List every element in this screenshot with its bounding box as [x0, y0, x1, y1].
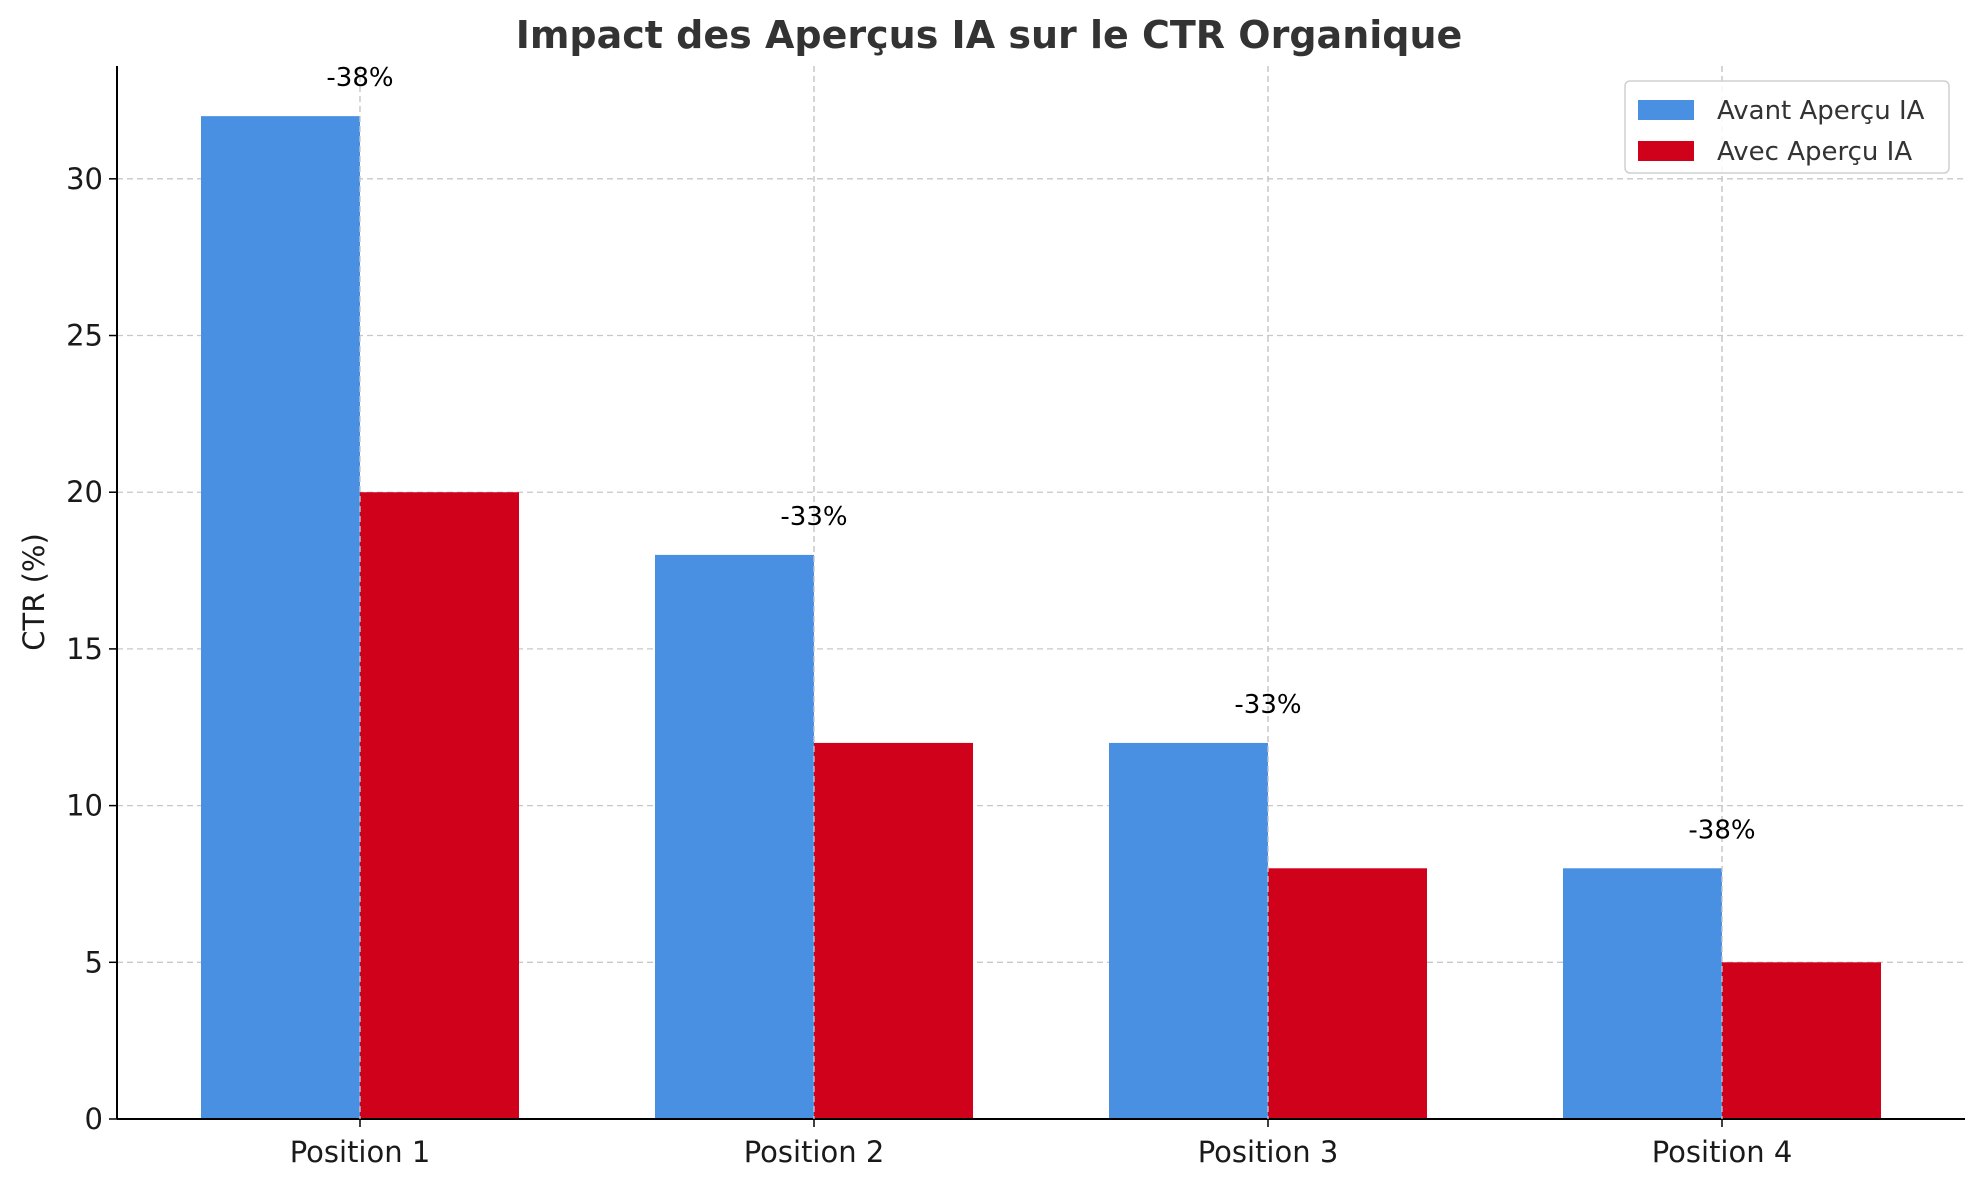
bar-avec — [814, 742, 973, 1119]
y-tick-label: 20 — [66, 475, 103, 509]
change-annotation: -33% — [780, 502, 847, 532]
legend-swatch — [1638, 141, 1694, 161]
change-annotation: -38% — [326, 63, 393, 93]
bar-avec — [1268, 868, 1427, 1119]
y-tick-label: 30 — [66, 162, 103, 196]
y-tick-label: 0 — [85, 1102, 103, 1136]
y-axis-label: CTR (%) — [17, 533, 51, 651]
y-tick-label: 5 — [85, 945, 103, 979]
axes-layer — [116, 66, 1965, 1120]
ticks-layer: 0 5 10 15 20 25 30 Position 1 Position 2 Position… — [66, 162, 1792, 1169]
legend-swatch — [1638, 100, 1694, 120]
y-tick-label: 15 — [66, 632, 103, 666]
bar-avant — [1109, 742, 1268, 1119]
bar-avant — [1563, 868, 1722, 1119]
x-tick-label: Position 1 — [290, 1135, 431, 1169]
bar-avec — [360, 492, 519, 1119]
x-tick-label: Position 4 — [1652, 1135, 1793, 1169]
bar-avec — [1722, 962, 1881, 1119]
bar-avant — [201, 116, 360, 1119]
change-annotation: -33% — [1234, 690, 1301, 720]
annotations-layer: -38% -33% -33% -38% — [326, 63, 1756, 1119]
legend-box — [1624, 80, 1950, 174]
legend-label: Avec Aperçu IA — [1717, 137, 1912, 167]
legend: Avant Aperçu IA Avec Aperçu IA — [1624, 80, 1950, 174]
legend-label: Avant Aperçu IA — [1717, 96, 1925, 126]
x-tick-label: Position 3 — [1198, 1135, 1339, 1169]
y-tick-label: 10 — [66, 789, 103, 823]
bars-layer — [201, 116, 1881, 1119]
change-annotation: -38% — [1688, 815, 1755, 845]
x-tick-label: Position 2 — [744, 1135, 885, 1169]
y-tick-label: 25 — [66, 319, 103, 353]
chart-title: Impact des Aperçus IA sur le CTR Organiq… — [516, 13, 1463, 57]
bar-avant — [655, 554, 814, 1119]
